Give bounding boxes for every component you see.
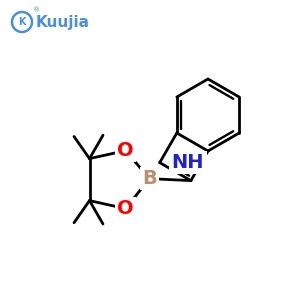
Text: O: O [117,199,134,218]
Text: ®: ® [33,7,40,13]
Text: NH: NH [172,153,204,172]
Text: K: K [18,17,26,27]
Text: Kuujia: Kuujia [36,14,90,29]
Text: O: O [117,141,134,160]
Text: B: B [142,169,157,188]
